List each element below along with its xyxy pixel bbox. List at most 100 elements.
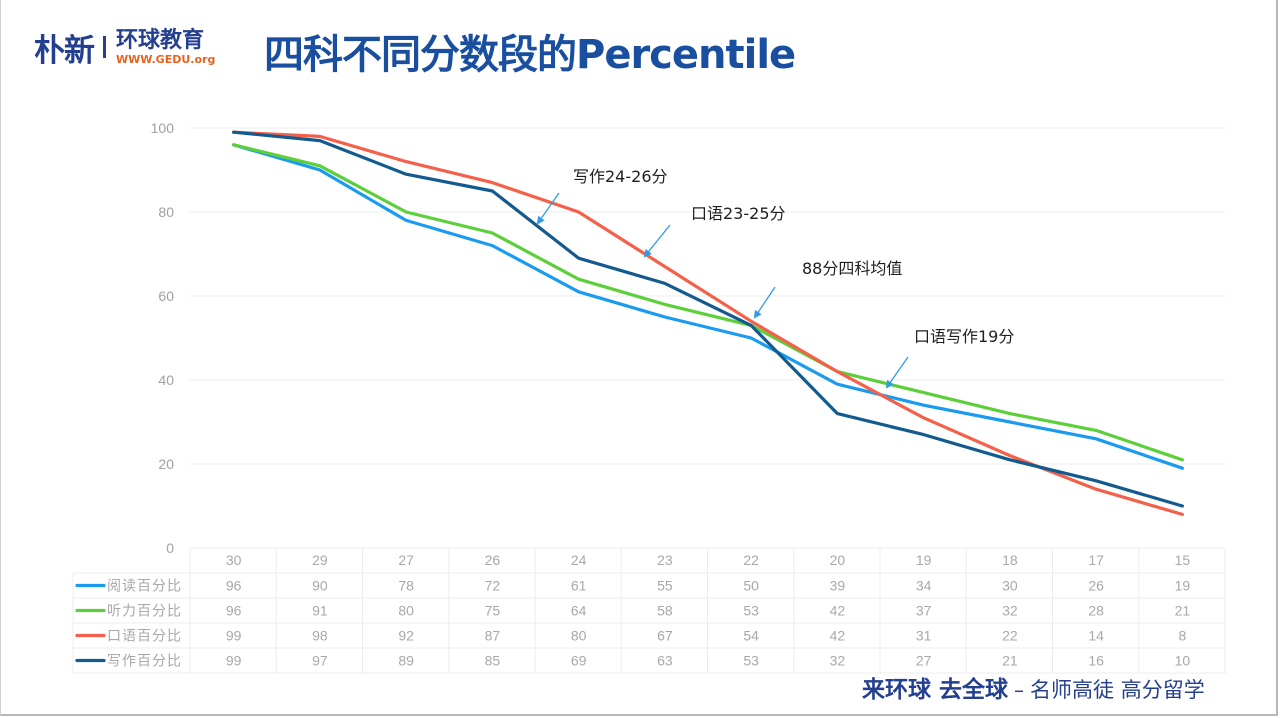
table-cell: 75 xyxy=(485,603,501,619)
table-cell: 58 xyxy=(657,603,673,619)
table-cell: 91 xyxy=(312,603,328,619)
x-category-label: 30 xyxy=(226,552,242,568)
series-line-1 xyxy=(232,143,1184,462)
table-cell: 42 xyxy=(830,628,846,644)
logo: 朴新 环球教育 WWW.GEDU.org xyxy=(34,27,216,69)
annotation-label: 口语23-25分 xyxy=(691,204,786,223)
table-cell: 63 xyxy=(657,653,673,669)
series-line-2 xyxy=(232,130,1184,517)
y-tick-label: 60 xyxy=(158,288,174,304)
x-category-label: 19 xyxy=(916,552,932,568)
annotation-arrow xyxy=(753,286,776,319)
table-cell: 26 xyxy=(1088,578,1104,594)
table-cell: 28 xyxy=(1088,603,1104,619)
logo-org-name: 环球教育 xyxy=(116,27,205,53)
y-axis-ticks: 0 20 40 60 80 100 xyxy=(151,120,175,556)
table-cell: 21 xyxy=(1175,603,1191,619)
y-tick-label: 40 xyxy=(158,372,174,388)
table-cell: 8 xyxy=(1178,628,1186,644)
x-category-label: 29 xyxy=(312,552,328,568)
x-category-label: 15 xyxy=(1175,552,1191,568)
table-cell: 19 xyxy=(1175,578,1191,594)
page-title: 四科不同分数段的Percentile xyxy=(264,32,796,78)
legend-label: 口语百分比 xyxy=(107,629,182,645)
x-category-label: 17 xyxy=(1088,552,1104,568)
y-tick-label: 100 xyxy=(151,120,175,136)
table-cell: 22 xyxy=(1002,628,1018,644)
x-category-label: 20 xyxy=(830,552,846,568)
legend-label: 听力百分比 xyxy=(107,604,182,620)
annotation-label: 口语写作19分 xyxy=(914,327,1014,346)
table-cell: 72 xyxy=(485,578,501,594)
series-line-0 xyxy=(232,143,1184,470)
table-cell: 37 xyxy=(916,603,932,619)
table-cell: 98 xyxy=(312,628,328,644)
slogan: 来环球 去全球 – 名师高徒 高分留学 xyxy=(862,670,1205,704)
annotation-arrow xyxy=(643,224,671,258)
table-cell: 80 xyxy=(571,628,587,644)
y-tick-label: 20 xyxy=(158,456,174,472)
table-cell: 92 xyxy=(398,628,414,644)
table-cell: 61 xyxy=(571,578,587,594)
series-line-3 xyxy=(232,130,1184,508)
x-category-label: 18 xyxy=(1002,552,1018,568)
table-cell: 99 xyxy=(226,628,242,644)
table-cell: 80 xyxy=(398,603,414,619)
table-cell: 42 xyxy=(830,603,846,619)
table-cell: 96 xyxy=(226,578,242,594)
annotation-arrow xyxy=(536,192,560,225)
table-cell: 99 xyxy=(226,653,242,669)
table-cell: 89 xyxy=(398,653,414,669)
x-category-label: 22 xyxy=(743,552,759,568)
table-cell: 87 xyxy=(485,628,501,644)
annotation-label: 88分四科均值 xyxy=(802,259,902,278)
slogan-light: 名师高徒 高分留学 xyxy=(1030,678,1205,702)
legend-label: 写作百分比 xyxy=(107,654,182,670)
table-cell: 21 xyxy=(1002,653,1018,669)
legend-label: 阅读百分比 xyxy=(107,578,182,595)
table-cell: 16 xyxy=(1088,653,1104,669)
table-cell: 10 xyxy=(1175,653,1191,669)
table-cell: 96 xyxy=(226,603,242,619)
table-cell: 67 xyxy=(657,628,673,644)
annotation-label: 写作24-26分 xyxy=(573,167,668,186)
table-cell: 55 xyxy=(657,578,673,594)
logo-org: 环球教育 WWW.GEDU.org xyxy=(116,27,216,66)
table-cell: 69 xyxy=(571,653,587,669)
table-cell: 54 xyxy=(743,628,759,644)
table-cell: 78 xyxy=(398,578,414,594)
series-lines xyxy=(232,130,1184,517)
x-category-label: 24 xyxy=(571,552,587,568)
gridlines xyxy=(190,127,1225,465)
table-cell: 39 xyxy=(830,578,846,594)
table-cell: 32 xyxy=(830,653,846,669)
table-cell: 64 xyxy=(571,603,587,619)
table-cell: 53 xyxy=(743,653,759,669)
y-tick-label: 0 xyxy=(166,540,174,556)
table-cell: 50 xyxy=(743,578,759,594)
slogan-bold: 来环球 去全球 xyxy=(862,677,1009,703)
x-category-label: 27 xyxy=(398,552,414,568)
x-category-label: 23 xyxy=(657,552,673,568)
table-cell: 85 xyxy=(485,653,501,669)
table-cell: 53 xyxy=(743,603,759,619)
logo-url: WWW.GEDU.org xyxy=(116,52,216,66)
data-table: 30 29 27 26 24 23 22 20 19 18 17 15 阅读百分比 96 90 78 72 61 5… xyxy=(72,547,1226,674)
table-cell: 90 xyxy=(312,578,328,594)
x-category-label: 26 xyxy=(485,552,501,568)
table-cell: 31 xyxy=(916,628,932,644)
table-cell: 14 xyxy=(1088,628,1104,644)
table-cell: 32 xyxy=(1002,603,1018,619)
annotation-arrow xyxy=(885,356,909,389)
table-cell: 34 xyxy=(916,578,932,594)
table-cell: 27 xyxy=(916,653,932,669)
table-cell: 97 xyxy=(312,653,328,669)
table-cell: 30 xyxy=(1002,578,1018,594)
logo-brand: 朴新 xyxy=(34,32,95,69)
logo-separator xyxy=(103,36,106,58)
slogan-dash: – xyxy=(1014,678,1025,702)
y-tick-label: 80 xyxy=(158,204,174,220)
